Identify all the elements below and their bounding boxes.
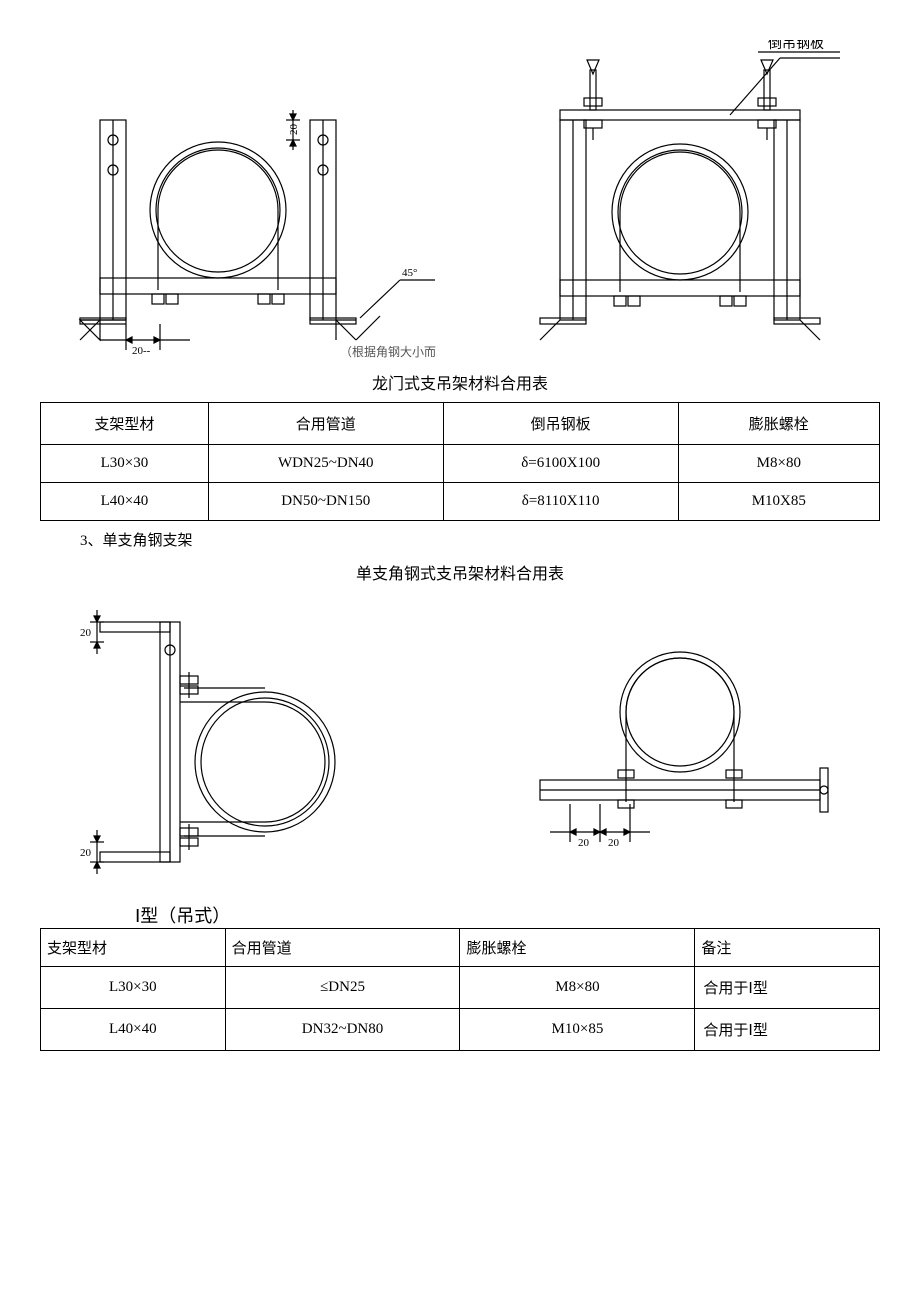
type-label: Ⅰ型（吊式） bbox=[135, 902, 880, 928]
table-cell: ≤DN25 bbox=[225, 967, 460, 1009]
table-header-cell: 合用管道 bbox=[225, 929, 460, 967]
figure-2-svg: 倒吊钢板 bbox=[500, 40, 860, 360]
table-row: L30×30 WDN25~DN40 δ=6100X100 M8×80 bbox=[41, 445, 880, 483]
fig3-dim-bottom: 20 bbox=[80, 847, 92, 859]
section-label: 3、单支角钢支架 bbox=[80, 529, 880, 550]
table-cell: 合用于Ⅰ型 bbox=[695, 967, 880, 1009]
table-row: L40×40 DN50~DN150 δ=8110X110 M10X85 bbox=[41, 483, 880, 521]
table-cell: M8×80 bbox=[678, 445, 879, 483]
diagram-row-2: 20 20 bbox=[40, 592, 880, 892]
table-cell: M10X85 bbox=[678, 483, 879, 521]
caption-2: 单支角钢式支吊架材料合用表 bbox=[40, 560, 880, 584]
table-cell: δ=6100X100 bbox=[443, 445, 678, 483]
table-cell: L40×40 bbox=[41, 1009, 226, 1051]
figure-3-container: 20 20 bbox=[40, 592, 440, 892]
fig1-dim-left: 20-- bbox=[132, 345, 151, 357]
table-cell: 合用于Ⅰ型 bbox=[695, 1009, 880, 1051]
figure-3-svg: 20 20 bbox=[70, 592, 410, 892]
table-header-cell: 备注 bbox=[695, 929, 880, 967]
fig1-angle: 45° bbox=[402, 267, 417, 279]
caption-1: 龙门式支吊架材料合用表 bbox=[40, 370, 880, 394]
table-row: L30×30 ≤DN25 M8×80 合用于Ⅰ型 bbox=[41, 967, 880, 1009]
fig1-dim-top: 20 bbox=[288, 124, 300, 136]
fig1-note: （根据角钢大小而 bbox=[340, 345, 436, 359]
table-row: 支架型材 合用管道 膨胀螺栓 备注 bbox=[41, 929, 880, 967]
figure-1-svg: 20 20-- 45° （根据角钢大小而 bbox=[40, 40, 440, 360]
fig3-dim-top: 20 bbox=[80, 627, 92, 639]
table-cell: L30×30 bbox=[41, 445, 209, 483]
table-cell: WDN25~DN40 bbox=[208, 445, 443, 483]
fig4-dim-a: 20 bbox=[578, 837, 590, 849]
fig2-callout: 倒吊钢板 bbox=[768, 40, 824, 52]
table-header-cell: 合用管道 bbox=[208, 403, 443, 445]
table-row: L40×40 DN32~DN80 M10×85 合用于Ⅰ型 bbox=[41, 1009, 880, 1051]
table-header-cell: 支架型材 bbox=[41, 403, 209, 445]
figure-4-container: 20 20 bbox=[480, 592, 880, 892]
table-cell: DN50~DN150 bbox=[208, 483, 443, 521]
diagram-row-1: 20 20-- 45° （根据角钢大小而 bbox=[40, 40, 880, 360]
table-header-cell: 倒吊钢板 bbox=[443, 403, 678, 445]
table-cell: DN32~DN80 bbox=[225, 1009, 460, 1051]
figure-4-svg: 20 20 bbox=[500, 592, 860, 892]
table-cell: δ=8110X110 bbox=[443, 483, 678, 521]
fig4-dim-b: 20 bbox=[608, 837, 620, 849]
table-1: 支架型材 合用管道 倒吊钢板 膨胀螺栓 L30×30 WDN25~DN40 δ=… bbox=[40, 402, 880, 521]
table-cell: M10×85 bbox=[460, 1009, 695, 1051]
table-cell: L40×40 bbox=[41, 483, 209, 521]
figure-2-container: 倒吊钢板 bbox=[480, 40, 880, 360]
table-2: 支架型材 合用管道 膨胀螺栓 备注 L30×30 ≤DN25 M8×80 合用于… bbox=[40, 928, 880, 1051]
table-row: 支架型材 合用管道 倒吊钢板 膨胀螺栓 bbox=[41, 403, 880, 445]
table-header-cell: 膨胀螺栓 bbox=[460, 929, 695, 967]
table-cell: L30×30 bbox=[41, 967, 226, 1009]
table-header-cell: 膨胀螺栓 bbox=[678, 403, 879, 445]
table-header-cell: 支架型材 bbox=[41, 929, 226, 967]
figure-1-container: 20 20-- 45° （根据角钢大小而 bbox=[40, 40, 440, 360]
table-cell: M8×80 bbox=[460, 967, 695, 1009]
